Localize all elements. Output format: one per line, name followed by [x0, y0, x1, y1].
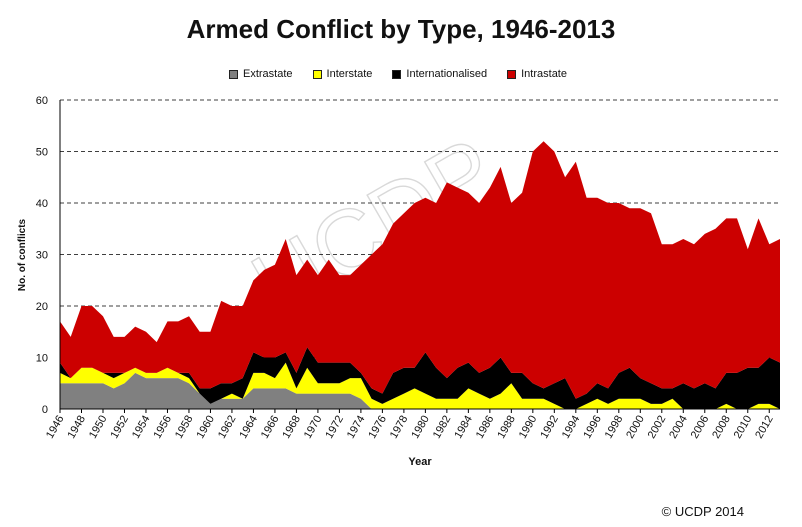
legend-swatch-interstate [312, 69, 322, 79]
x-tick-label-1954: 1954 [130, 414, 153, 441]
legend-label-intrastate: Intrastate [521, 68, 567, 80]
legend: Extrastate Interstate Internationalised … [229, 66, 587, 82]
legend-label-interstate: Interstate [326, 68, 373, 80]
y-axis-label: No. of conflicts [17, 218, 28, 291]
x-axis-label: Year [408, 456, 432, 468]
x-tick-label-1966: 1966 [259, 414, 282, 441]
x-tick-label-1986: 1986 [474, 413, 497, 440]
area-interstate [60, 362, 780, 409]
copyright-credit: © UCDP 2014 [661, 504, 744, 519]
x-tick-label-2004: 2004 [667, 414, 690, 441]
x-tick-label-2010: 2010 [732, 414, 755, 441]
x-tick-label-1974: 1974 [345, 414, 368, 441]
x-tick-label-1980: 1980 [409, 414, 432, 441]
y-tick-label-20: 20 [36, 301, 48, 313]
chart-title: Armed Conflict by Type, 1946-2013 [186, 14, 616, 44]
area-extrastate [60, 372, 780, 409]
area-internationalised [60, 347, 780, 409]
x-tick-label-1990: 1990 [517, 414, 540, 441]
y-tick-label-60: 60 [36, 95, 48, 107]
x-tick-label-1982: 1982 [431, 414, 454, 441]
legend-item-interstate: Interstate [312, 68, 373, 80]
x-tick-label-2002: 2002 [646, 414, 669, 441]
legend-item-extrastate: Extrastate [229, 68, 293, 80]
legend-swatch-internationalised [392, 69, 402, 79]
x-tick-label-1960: 1960 [194, 414, 217, 441]
x-tick-label-1970: 1970 [302, 414, 325, 441]
x-tick-label-1976: 1976 [366, 414, 389, 441]
x-tick-label-1950: 1950 [87, 414, 110, 441]
y-tick-label-50: 50 [36, 147, 48, 159]
x-tick-label-1946: 1946 [44, 414, 67, 441]
legend-swatch-intrastate [507, 69, 517, 79]
area-series [60, 141, 780, 409]
x-tick-label-1964: 1964 [237, 414, 260, 441]
y-tick-label-40: 40 [36, 198, 48, 210]
x-tick-label-1978: 1978 [388, 414, 411, 441]
x-tick-label-1956: 1956 [151, 414, 174, 441]
x-tick-label-1948: 1948 [65, 414, 88, 441]
y-tick-label-10: 10 [36, 353, 48, 365]
x-tick-label-1972: 1972 [323, 414, 346, 441]
x-tick-label-1998: 1998 [603, 414, 626, 441]
legend-item-intrastate: Intrastate [507, 68, 567, 80]
x-tick-label-1994: 1994 [560, 414, 583, 441]
x-tick-label-1968: 1968 [280, 414, 303, 441]
legend-label-extrastate: Extrastate [243, 68, 293, 80]
legend-label-internationalised: Internationalised [406, 68, 488, 80]
legend-swatch-extrastate [229, 69, 238, 79]
area-intrastate [60, 141, 780, 399]
x-tick-label-1996: 1996 [581, 414, 604, 441]
legend-item-internationalised: Internationalised [392, 68, 487, 80]
x-tick-label-1952: 1952 [108, 414, 131, 441]
x-tick-label-1992: 1992 [538, 414, 561, 441]
x-tick-label-2000: 2000 [624, 414, 647, 441]
x-tick-label-2012: 2012 [753, 414, 776, 441]
x-tick-label-1958: 1958 [173, 414, 196, 441]
x-tick-label-1962: 1962 [216, 414, 239, 441]
x-tick-label-1984: 1984 [452, 414, 475, 441]
y-tick-label-30: 30 [36, 250, 48, 262]
x-tick-label-2008: 2008 [710, 414, 733, 441]
y-tick-label-0: 0 [42, 404, 48, 416]
x-tick-label-1988: 1988 [495, 414, 518, 441]
x-tick-label-2006: 2006 [689, 414, 712, 441]
